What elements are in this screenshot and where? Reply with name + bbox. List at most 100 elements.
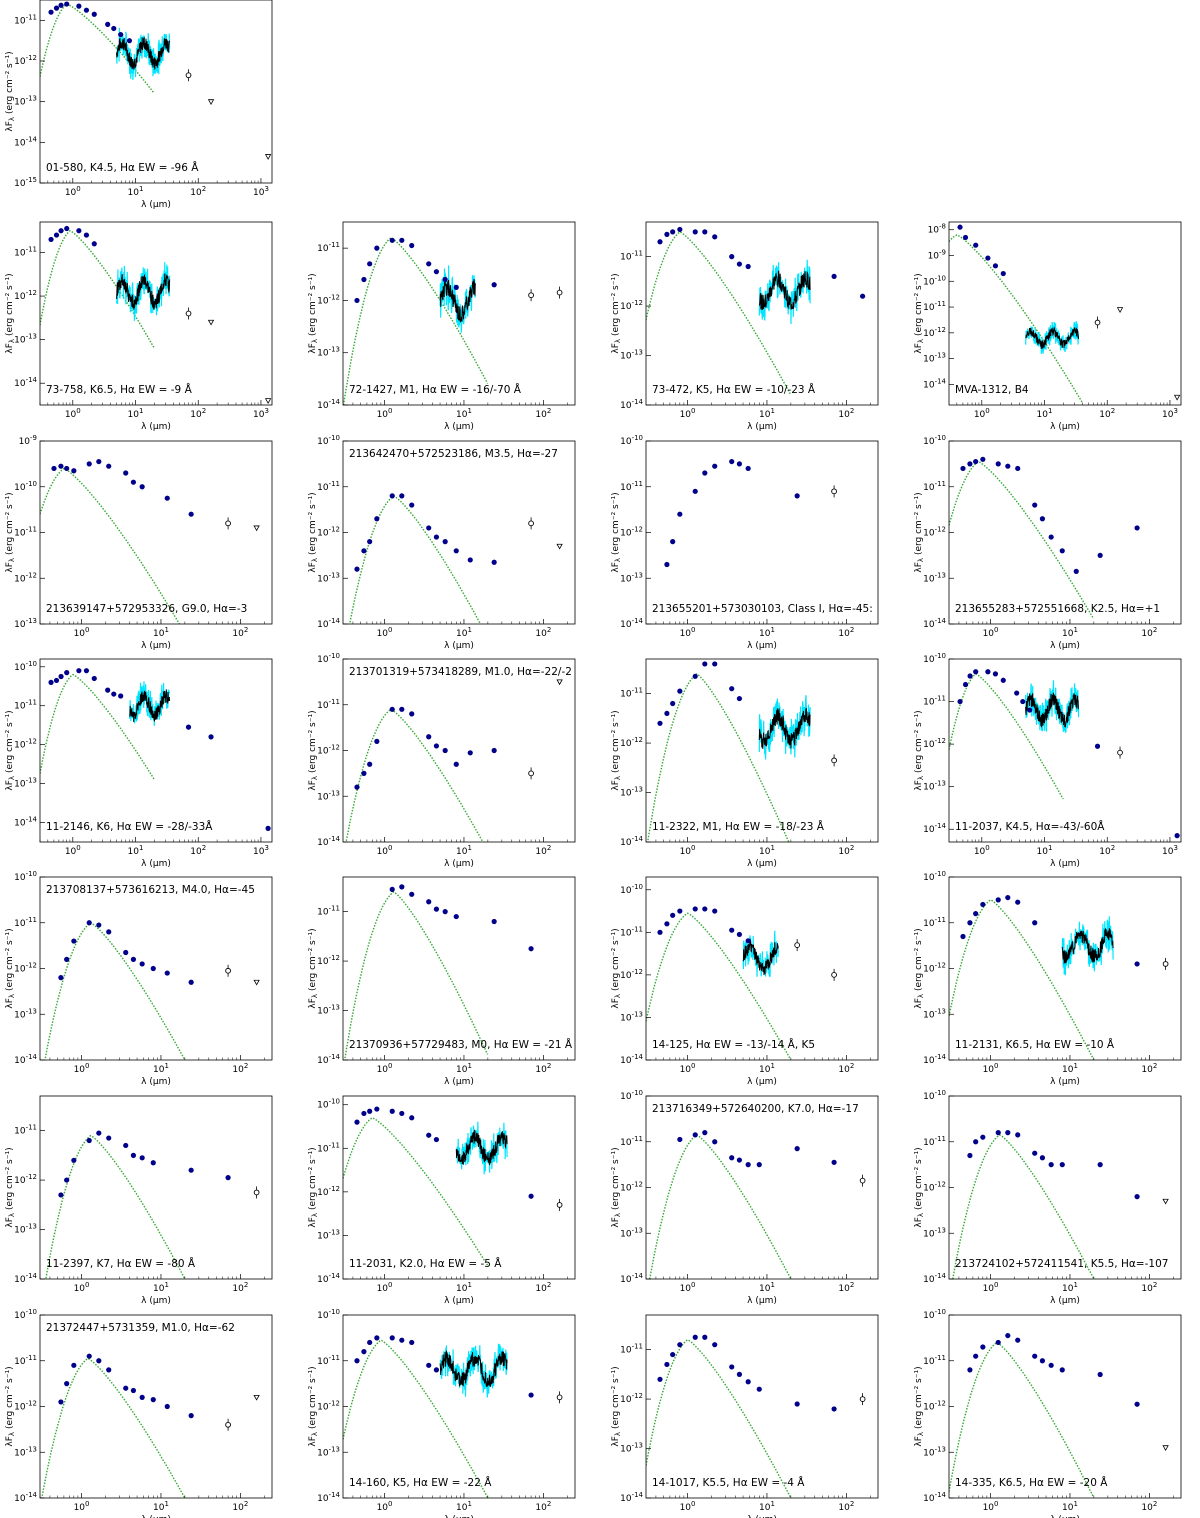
- photometry-point: [130, 1152, 137, 1158]
- plot-area: [949, 894, 1169, 1060]
- photometry-point: [794, 493, 800, 499]
- x-tick-label: 101: [759, 844, 775, 857]
- panel-title: 213655283+572551668, K2.5, Hα=+1: [955, 603, 1160, 615]
- y-tick-label: 10-13: [14, 777, 37, 790]
- photometry-point: [992, 263, 999, 269]
- photometry-point: [354, 784, 360, 790]
- photometry-point: [692, 906, 698, 912]
- photometry-point: [409, 1339, 415, 1346]
- x-tick-label: 100: [74, 1062, 90, 1075]
- photometry-point: [71, 938, 77, 944]
- x-tick-label: 102: [535, 1281, 551, 1294]
- photometry-point: [702, 1130, 708, 1136]
- y-tick-label: 10-13: [14, 333, 37, 346]
- plot-area: [40, 1, 272, 160]
- x-axis-label: λ (μm): [747, 1077, 777, 1087]
- x-tick-label: 102: [535, 844, 551, 857]
- photometry-point: [1094, 743, 1101, 749]
- plot-frame: [645, 1095, 879, 1280]
- plot-area: [343, 884, 534, 1060]
- photometry-point: [64, 225, 70, 232]
- photometry-point: [389, 493, 395, 499]
- y-tick-label: 10-11: [14, 13, 37, 26]
- photometry-point: [453, 548, 459, 554]
- x-tick-label: 103: [253, 407, 269, 420]
- y-tick-label: 10-11: [923, 695, 946, 708]
- y-tick-label: 10-10: [923, 1089, 946, 1102]
- x-tick-label: 100: [983, 1281, 999, 1294]
- x-tick-label: 100: [74, 1281, 90, 1294]
- x-tick-label: 102: [535, 626, 551, 639]
- ir-spectrum: [1025, 326, 1080, 350]
- model-photosphere: [343, 1339, 489, 1498]
- y-tick-label: 10-10: [317, 1098, 340, 1111]
- x-axis-label: λ (μm): [444, 422, 474, 432]
- x-tick-label: 101: [1062, 626, 1078, 639]
- x-tick-label: 102: [838, 844, 854, 857]
- plot-frame: [39, 1095, 273, 1280]
- photometry-point: [745, 1379, 751, 1385]
- photometry-point: [130, 479, 137, 485]
- photometry-point: [1134, 1194, 1140, 1200]
- y-axis-label: λFλ (erg cm⁻² s⁻¹): [914, 1366, 925, 1446]
- photometry-point: [1015, 465, 1021, 472]
- y-axis-label: λFλ (erg cm⁻² s⁻¹): [611, 928, 622, 1008]
- model-photosphere: [949, 234, 1083, 403]
- y-tick-label: 10-14: [317, 835, 340, 848]
- x-tick-label: 100: [680, 844, 696, 857]
- x-tick-label: 102: [1099, 407, 1115, 420]
- photometry-point: [409, 502, 415, 508]
- y-tick-label: 10-10: [14, 1308, 37, 1321]
- x-tick-label: 100: [983, 1500, 999, 1513]
- photometry-point: [105, 21, 111, 27]
- photometry-point: [1073, 568, 1079, 574]
- y-axis-label: λFλ (erg cm⁻² s⁻¹): [611, 1366, 622, 1446]
- photometry-point: [1032, 502, 1038, 508]
- photometry-point: [64, 956, 70, 962]
- photometry-point: [53, 232, 60, 238]
- photometry-point: [677, 908, 683, 914]
- y-tick-label: 10-14: [317, 398, 340, 411]
- y-tick-label: 10-14: [14, 135, 37, 148]
- photometry-point: [831, 1159, 837, 1165]
- photometry-point: [426, 1132, 432, 1138]
- photometry-point: [86, 920, 92, 926]
- photometry-point: [64, 670, 70, 676]
- spectrum-error: [742, 930, 779, 977]
- photometry-point: [1005, 463, 1011, 469]
- upper-limit-marker: [253, 979, 260, 986]
- photometry-point: [692, 673, 698, 679]
- photometry-point: [1000, 270, 1006, 277]
- photometry-point: [53, 5, 60, 11]
- y-tick-label: 10-12: [620, 1392, 643, 1405]
- photometry-point: [973, 242, 979, 248]
- open-photometry-point: [225, 520, 231, 527]
- photometry-point: [973, 1353, 979, 1359]
- photometry-point: [657, 1376, 663, 1382]
- open-photometry-point: [1117, 749, 1123, 756]
- y-tick-label: 10-10: [14, 480, 37, 493]
- photometry-point: [1097, 552, 1103, 558]
- x-tick-label: 101: [456, 626, 472, 639]
- y-tick-label: 10-10: [923, 274, 946, 287]
- photometry-point: [467, 557, 473, 563]
- photometry-point: [64, 465, 70, 472]
- photometry-point: [426, 899, 432, 905]
- y-tick-label: 10-13: [923, 571, 946, 584]
- x-tick-label: 101: [456, 407, 472, 420]
- photometry-point: [354, 1119, 360, 1125]
- plot-area: [949, 1332, 1169, 1498]
- x-tick-label: 100: [680, 407, 696, 420]
- photometry-point: [58, 673, 64, 680]
- ir-spectrum: [129, 689, 171, 723]
- panel-title: MVA-1312, B4: [955, 384, 1029, 396]
- plot-frame: [39, 1314, 273, 1499]
- y-tick-label: 10-13: [620, 349, 643, 362]
- y-tick-label: 10-12: [14, 1400, 37, 1413]
- x-axis-label: λ (μm): [141, 200, 171, 210]
- y-tick-label: 10-14: [923, 1491, 946, 1504]
- y-tick-label: 10-14: [317, 1272, 340, 1285]
- y-axis-label: λFλ (erg cm⁻² s⁻¹): [308, 1147, 319, 1227]
- x-tick-label: 100: [377, 1062, 393, 1075]
- plot-frame: [645, 876, 879, 1061]
